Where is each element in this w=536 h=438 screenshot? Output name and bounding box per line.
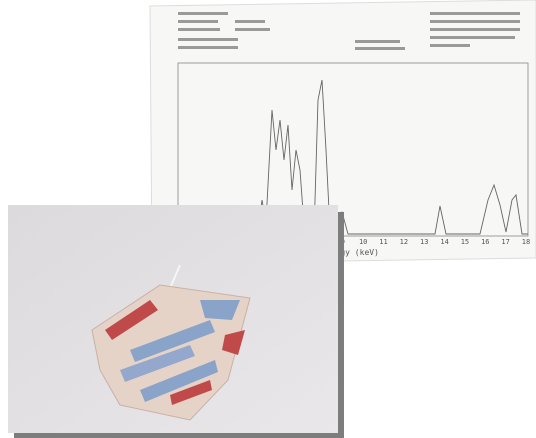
x-tick-label: 16 bbox=[481, 238, 489, 246]
x-tick-label: 15 bbox=[461, 238, 469, 246]
x-tick-label: 14 bbox=[440, 238, 448, 246]
x-tick-label: 18 bbox=[522, 238, 530, 246]
x-tick-label: 11 bbox=[379, 238, 387, 246]
scene: 123456789101112131415161718 Energy (keV) bbox=[0, 0, 536, 438]
x-tick-label: 17 bbox=[501, 238, 509, 246]
page: 123456789101112131415161718 Energy (keV)… bbox=[0, 0, 536, 438]
shard-photo bbox=[8, 205, 344, 438]
x-tick-label: 10 bbox=[359, 238, 367, 246]
x-tick-label: 13 bbox=[420, 238, 428, 246]
x-tick-label: 12 bbox=[400, 238, 408, 246]
